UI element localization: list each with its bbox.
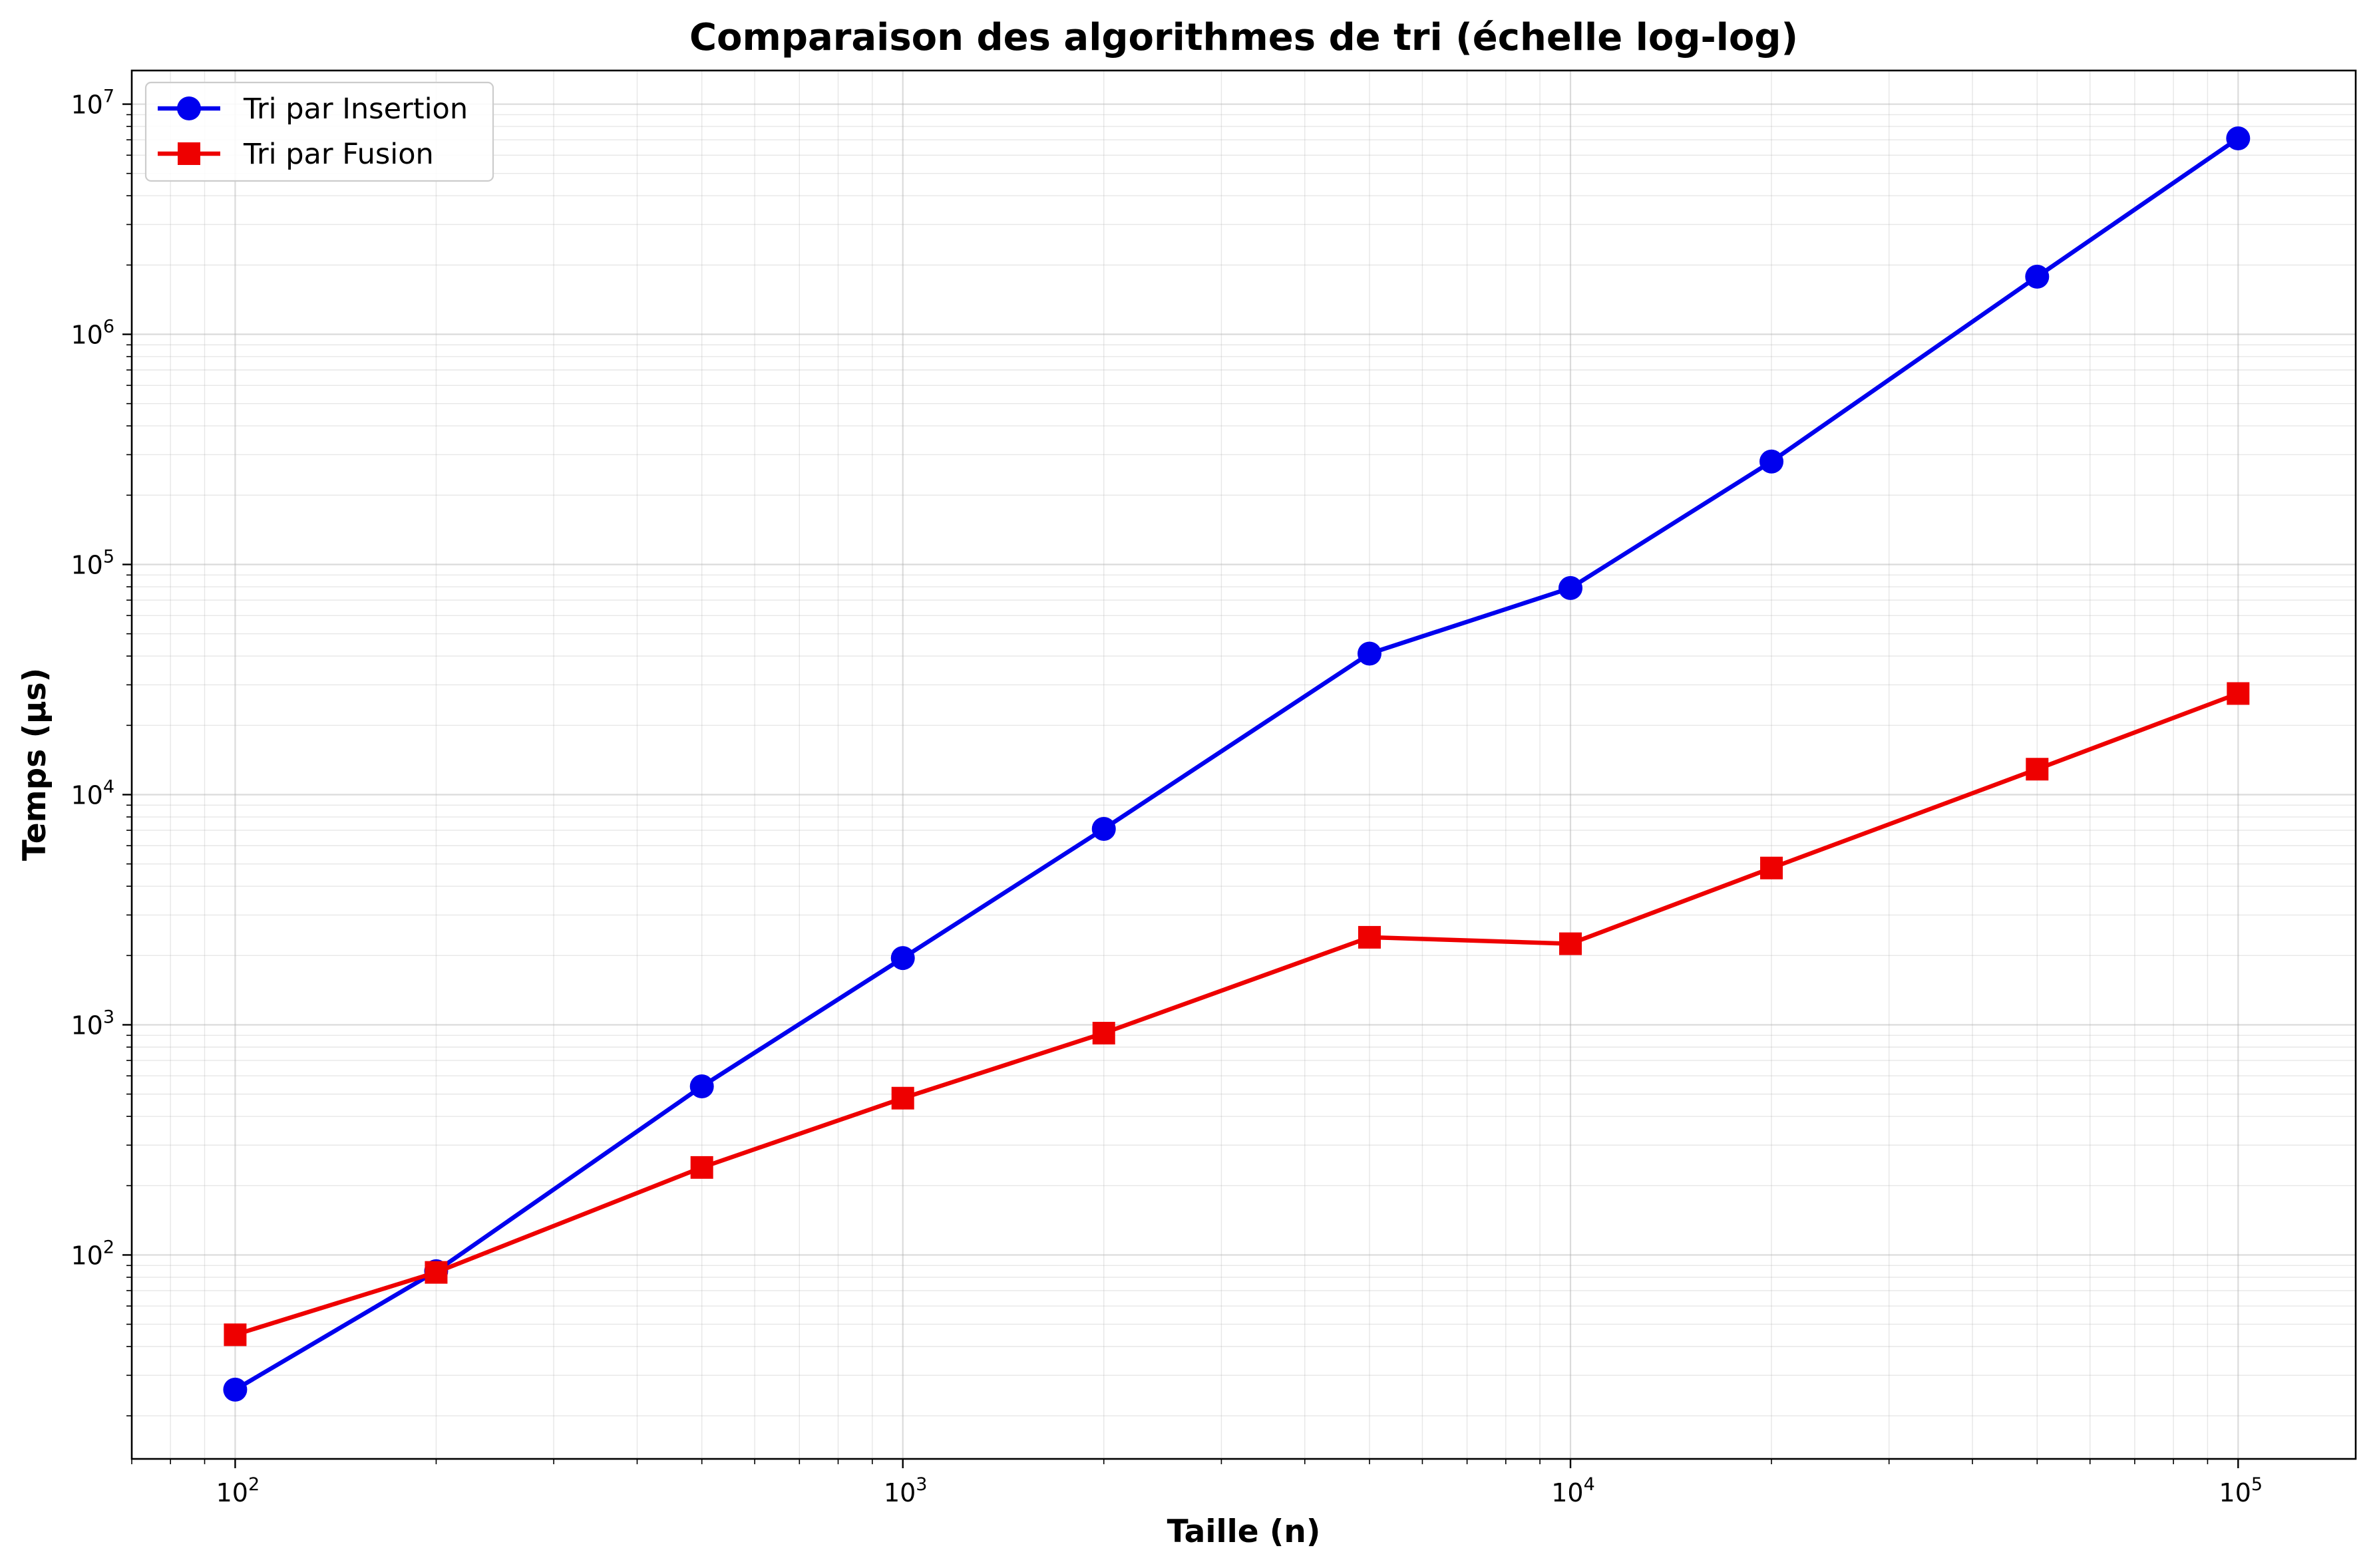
y-tick-label: 102 [71, 1237, 114, 1270]
y-axis-label: Temps (µs) [17, 668, 53, 861]
data-point [425, 1261, 448, 1284]
x-tick-label: 105 [2219, 1474, 2263, 1507]
series-line [233, 691, 2241, 1337]
axis-ticks: 102 103 104 105 102 103 104 105 106 107 [71, 86, 2263, 1507]
data-point [1760, 856, 1783, 879]
data-point [1558, 575, 1583, 600]
data-point [890, 946, 915, 971]
series-fusion [224, 682, 2250, 1346]
data-point [223, 1377, 248, 1402]
data-point [224, 1323, 247, 1346]
data-point [1559, 932, 1582, 955]
legend-label: Tri par Insertion [243, 92, 468, 126]
grid-lines [131, 71, 2356, 1459]
x-tick-label: 102 [216, 1474, 260, 1507]
data-point [1091, 816, 1116, 841]
x-axis-label: Taille (n) [1167, 1513, 1321, 1550]
plot-frame [130, 69, 2357, 1460]
data-point [1357, 641, 1381, 666]
y-tick-label: 107 [71, 86, 114, 120]
x-tick-label: 103 [884, 1474, 928, 1507]
data-point [1759, 449, 1784, 474]
data-point [2025, 264, 2050, 289]
y-tick-label: 106 [71, 317, 114, 350]
data-point [2226, 126, 2251, 151]
x-tick-label: 104 [1551, 1474, 1595, 1507]
data-point [1092, 1021, 1115, 1044]
y-tick-label: 105 [71, 547, 114, 580]
data-point [1358, 925, 1381, 949]
legend: Tri par Insertion Tri par Fusion [144, 81, 494, 182]
data-point [2026, 758, 2049, 781]
data-point [690, 1156, 713, 1179]
chart-title: Comparaison des algorithmes de tri (éche… [689, 16, 1798, 59]
series-layer [223, 126, 2251, 1402]
data-point [689, 1074, 714, 1099]
y-tick-label: 104 [71, 776, 114, 810]
y-tick-label: 103 [71, 1007, 114, 1040]
legend-box [144, 81, 494, 182]
data-point [2227, 682, 2250, 705]
series-line [233, 136, 2241, 1392]
legend-label: Tri par Fusion [243, 138, 434, 171]
series-insertion [223, 126, 2251, 1402]
legend-marker [178, 142, 200, 165]
legend-marker [177, 96, 201, 120]
data-point [891, 1086, 914, 1110]
